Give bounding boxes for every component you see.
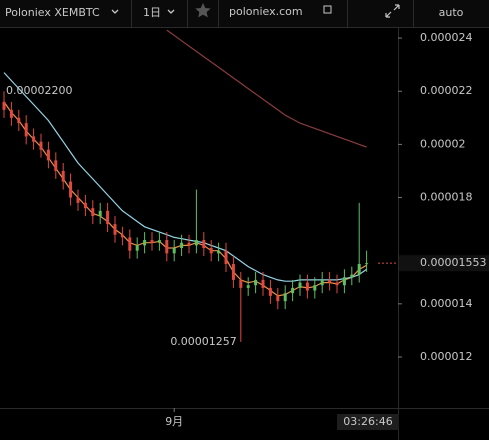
candle-body — [231, 263, 235, 280]
candle-body — [46, 149, 50, 161]
candle-body — [120, 234, 124, 238]
candle-body — [291, 287, 295, 294]
candle-body — [239, 279, 243, 288]
moving-average-line — [166, 29, 367, 148]
candle-body — [313, 285, 317, 291]
time-label-box — [337, 414, 399, 430]
candle-body — [39, 141, 43, 150]
toolbar: Poloniex XEMBTC 1日 poloniex.com auto — [0, 0, 489, 28]
candle-body — [157, 240, 161, 243]
favorite-star[interactable] — [195, 3, 211, 18]
candle-body — [224, 250, 228, 264]
candle-body — [268, 287, 272, 296]
candle-body — [202, 240, 206, 249]
candle-body — [113, 224, 117, 235]
candle-body — [328, 279, 332, 283]
candle-body — [194, 240, 198, 246]
scale-mode[interactable]: auto — [439, 6, 464, 19]
candle-body — [128, 237, 132, 251]
moving-average-line — [3, 72, 367, 282]
candle-body — [305, 282, 309, 291]
candle-body — [172, 248, 176, 254]
candle-body — [217, 250, 221, 254]
y-tick-label: 0.000012 — [420, 350, 473, 363]
candle-body — [83, 202, 87, 209]
time-label: 03:26:46 — [343, 415, 392, 428]
candle-body — [320, 279, 324, 286]
high-price-label: 0.00002200 — [6, 84, 72, 97]
candle-body — [54, 160, 58, 171]
candle-body — [2, 101, 6, 110]
interval-chevron[interactable] — [167, 9, 175, 14]
candle-body — [98, 210, 102, 217]
candle-body — [261, 279, 265, 288]
candle-body — [150, 240, 154, 243]
site-link[interactable]: poloniex.com — [229, 5, 303, 18]
candle-body — [209, 248, 213, 254]
candle-body — [254, 279, 258, 286]
last-price-box — [399, 255, 489, 272]
candle-body — [298, 282, 302, 288]
candle-body — [335, 282, 339, 286]
last-price-label: 0.00001553 — [420, 256, 486, 269]
candle-body — [350, 274, 354, 278]
y-tick-label: 0.000014 — [420, 297, 473, 310]
candle-body — [246, 285, 250, 288]
candle-body — [91, 208, 95, 217]
plot: 0.0000120.0000140.0000180.000020.0000220… — [2, 29, 489, 430]
candle-body — [17, 117, 21, 124]
candle-body — [276, 295, 280, 302]
candle-body — [24, 123, 28, 137]
low-price-label: 0.00001257 — [170, 335, 236, 348]
candle-body — [143, 240, 147, 246]
y-tick-label: 0.00002 — [420, 137, 466, 150]
toolbar-bg — [0, 0, 489, 27]
symbol-chevron[interactable] — [111, 9, 119, 14]
fullscreen-icon[interactable] — [385, 4, 400, 18]
candle-body — [165, 240, 169, 254]
y-tick-label: 0.000024 — [420, 31, 473, 44]
candle-body — [76, 197, 80, 203]
candle-body — [357, 263, 361, 275]
interval[interactable]: 1日 — [143, 6, 161, 19]
candle-body — [106, 210, 110, 225]
y-tick-label: 0.000018 — [420, 191, 473, 204]
candle-body — [283, 293, 287, 302]
external-icon[interactable] — [323, 5, 332, 14]
y-tick-label: 0.000022 — [420, 84, 473, 97]
candle-body — [365, 263, 369, 265]
candle-body — [180, 242, 184, 249]
candle-body — [342, 277, 346, 286]
x-tick-label: 9月 — [165, 415, 183, 428]
candle-body — [187, 242, 191, 246]
candle-body — [32, 136, 36, 142]
candle-body — [135, 245, 139, 251]
candle-body — [9, 109, 13, 118]
candle-body — [61, 170, 65, 182]
symbol[interactable]: Poloniex XEMBTC — [5, 6, 100, 19]
candle-body — [69, 181, 73, 198]
